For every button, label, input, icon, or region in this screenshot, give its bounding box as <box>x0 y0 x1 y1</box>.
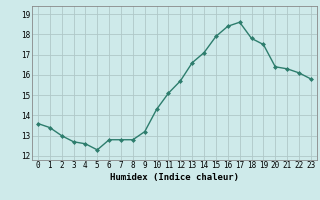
X-axis label: Humidex (Indice chaleur): Humidex (Indice chaleur) <box>110 173 239 182</box>
